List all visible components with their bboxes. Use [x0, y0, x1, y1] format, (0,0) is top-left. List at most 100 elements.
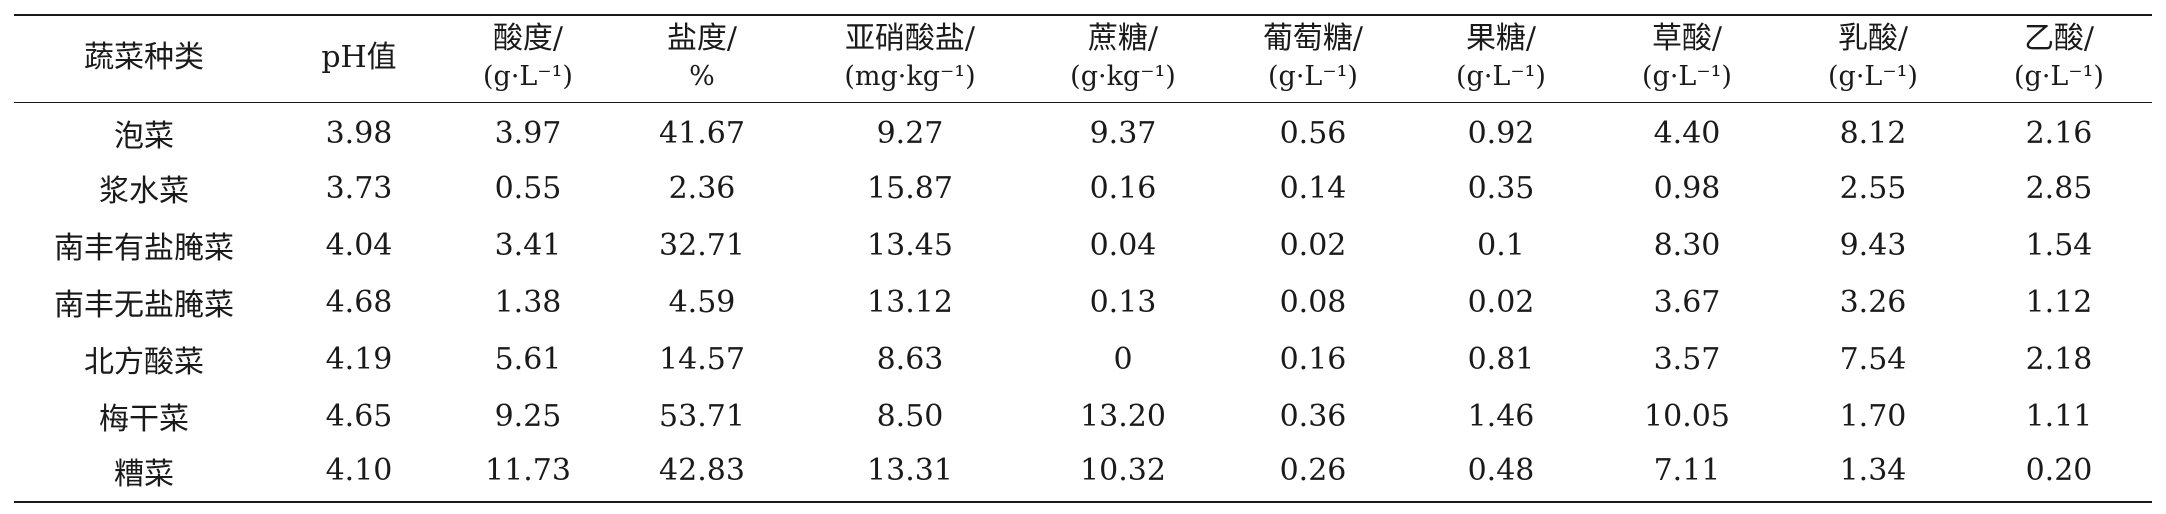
table-body: 泡菜 3.98 3.97 41.67 9.27 9.37 0.56 0.92 4… [14, 103, 2152, 503]
cell-oxalic-acid: 0.98 [1653, 170, 1721, 206]
cell-salinity: 42.83 [612, 444, 792, 503]
cell-vegetable-type: 糟菜 [14, 444, 274, 503]
header-ph: pH值 [274, 14, 444, 103]
cell-vegetable-type: 泡菜 [114, 119, 174, 155]
cell-glucose: 0.16 [1279, 341, 1347, 377]
cell-oxalic-acid: 10.05 [1644, 398, 1730, 434]
cell-oxalic-acid: 3.57 [1653, 341, 1721, 377]
cell-nitrite: 9.27 [876, 115, 944, 151]
cell-acidity: 5.61 [494, 341, 562, 377]
cell-acetic-acid: 1.12 [2025, 284, 2093, 320]
cell-acetic-acid: 1.11 [2025, 398, 2093, 434]
cell-vegetable-type: 浆水菜 [99, 174, 189, 209]
cell-acetic-acid: 2.16 [2025, 115, 2093, 151]
cell-salinity: 53.71 [659, 398, 745, 434]
table-row: 南丰有盐腌菜 4.04 3.41 32.71 13.45 0.04 0.02 0… [14, 217, 2152, 274]
cell-glucose: 0.56 [1279, 115, 1347, 151]
cell-nitrite: 15.87 [867, 170, 953, 206]
cell-ph: 4.68 [325, 284, 393, 320]
cell-acidity: 0.55 [494, 170, 562, 206]
cell-acidity: 11.73 [444, 444, 612, 503]
header-salinity: 盐度/ % [612, 14, 792, 103]
cell-glucose: 0.36 [1279, 398, 1347, 434]
cell-salinity: 32.71 [659, 227, 745, 263]
cell-lactic-acid: 7.54 [1839, 341, 1907, 377]
cell-oxalic-acid: 8.30 [1653, 227, 1721, 263]
cell-ph: 4.10 [274, 444, 444, 503]
cell-salinity: 41.67 [659, 115, 745, 151]
table-row: 南丰无盐腌菜 4.68 1.38 4.59 13.12 0.13 0.08 0.… [14, 274, 2152, 331]
cell-sucrose: 13.20 [1080, 398, 1166, 434]
cell-sucrose: 9.37 [1089, 115, 1157, 151]
data-table: 蔬菜种类 pH值 酸度/ (g·L⁻¹) 盐度/ % 亚硝酸盐/ (mg·kg⁻… [14, 14, 2152, 503]
cell-glucose: 0.14 [1279, 170, 1347, 206]
table-header: 蔬菜种类 pH值 酸度/ (g·L⁻¹) 盐度/ % 亚硝酸盐/ (mg·kg⁻… [14, 14, 2152, 103]
cell-acidity: 3.41 [494, 227, 562, 263]
cell-fructose: 0.81 [1467, 341, 1535, 377]
cell-ph: 3.73 [325, 170, 393, 206]
cell-salinity: 4.59 [668, 284, 736, 320]
cell-acetic-acid: 2.85 [2025, 170, 2093, 206]
header-acetic-acid: 乙酸/ (g·L⁻¹) [1966, 14, 2152, 103]
table-row: 梅干菜 4.65 9.25 53.71 8.50 13.20 0.36 1.46… [14, 388, 2152, 445]
cell-glucose: 0.08 [1279, 284, 1347, 320]
cell-salinity: 2.36 [668, 170, 736, 206]
cell-nitrite: 13.31 [792, 444, 1028, 503]
cell-lactic-acid: 3.26 [1839, 284, 1907, 320]
cell-oxalic-acid: 7.11 [1594, 444, 1780, 503]
cell-vegetable-type: 北方酸菜 [84, 345, 204, 380]
cell-fructose: 0.35 [1467, 170, 1535, 206]
cell-nitrite: 8.63 [876, 341, 944, 377]
cell-lactic-acid: 2.55 [1839, 170, 1907, 206]
cell-acidity: 9.25 [494, 398, 562, 434]
cell-salinity: 14.57 [659, 341, 745, 377]
cell-fructose: 1.46 [1467, 398, 1535, 434]
table-row: 糟菜 4.10 11.73 42.83 13.31 10.32 0.26 0.4… [14, 444, 2152, 503]
cell-fructose: 0.92 [1467, 115, 1535, 151]
table-row: 泡菜 3.98 3.97 41.67 9.27 9.37 0.56 0.92 4… [14, 103, 2152, 160]
cell-sucrose: 0.13 [1089, 284, 1157, 320]
cell-oxalic-acid: 4.40 [1653, 115, 1721, 151]
cell-fructose: 0.02 [1467, 284, 1535, 320]
cell-lactic-acid: 9.43 [1839, 227, 1907, 263]
cell-ph: 4.65 [325, 398, 393, 434]
header-fructose: 果糖/ (g·L⁻¹) [1408, 14, 1594, 103]
cell-ph: 4.04 [325, 227, 393, 263]
cell-acidity: 1.38 [494, 284, 562, 320]
header-oxalic-acid: 草酸/ (g·L⁻¹) [1594, 14, 1780, 103]
table-row: 北方酸菜 4.19 5.61 14.57 8.63 0 0.16 0.81 3.… [14, 331, 2152, 388]
cell-sucrose: 0.16 [1089, 170, 1157, 206]
header-sucrose: 蔗糖/ (g·kg⁻¹) [1028, 14, 1218, 103]
cell-vegetable-type: 南丰无盐腌菜 [54, 288, 234, 323]
cell-nitrite: 13.12 [867, 284, 953, 320]
cell-oxalic-acid: 3.67 [1653, 284, 1721, 320]
cell-fructose: 0.48 [1408, 444, 1594, 503]
cell-sucrose: 0 [1113, 341, 1133, 377]
cell-vegetable-type: 梅干菜 [99, 402, 189, 437]
header-nitrite: 亚硝酸盐/ (mg·kg⁻¹) [792, 14, 1028, 103]
cell-lactic-acid: 1.34 [1780, 444, 1966, 503]
cell-acetic-acid: 1.54 [2025, 227, 2093, 263]
cell-acidity: 3.97 [494, 115, 562, 151]
cell-acetic-acid: 0.20 [1966, 444, 2152, 503]
cell-glucose: 0.02 [1279, 227, 1347, 263]
header-glucose: 葡萄糖/ (g·L⁻¹) [1218, 14, 1408, 103]
cell-sucrose: 10.32 [1028, 444, 1218, 503]
cell-glucose: 0.26 [1218, 444, 1408, 503]
cell-nitrite: 13.45 [867, 227, 953, 263]
header-lactic-acid: 乳酸/ (g·L⁻¹) [1780, 14, 1966, 103]
cell-ph: 4.19 [325, 341, 393, 377]
cell-sucrose: 0.04 [1089, 227, 1157, 263]
cell-vegetable-type: 南丰有盐腌菜 [54, 231, 234, 266]
cell-fructose: 0.1 [1477, 227, 1525, 263]
cell-nitrite: 8.50 [876, 398, 944, 434]
table-row: 浆水菜 3.73 0.55 2.36 15.87 0.16 0.14 0.35 … [14, 160, 2152, 217]
cell-ph: 3.98 [325, 115, 393, 151]
cell-lactic-acid: 1.70 [1839, 398, 1907, 434]
cell-acetic-acid: 2.18 [2025, 341, 2093, 377]
header-acidity: 酸度/ (g·L⁻¹) [444, 14, 612, 103]
header-vegetable-type: 蔬菜种类 [14, 14, 274, 103]
header-row: 蔬菜种类 pH值 酸度/ (g·L⁻¹) 盐度/ % 亚硝酸盐/ (mg·kg⁻… [14, 14, 2152, 103]
cell-lactic-acid: 8.12 [1839, 115, 1907, 151]
